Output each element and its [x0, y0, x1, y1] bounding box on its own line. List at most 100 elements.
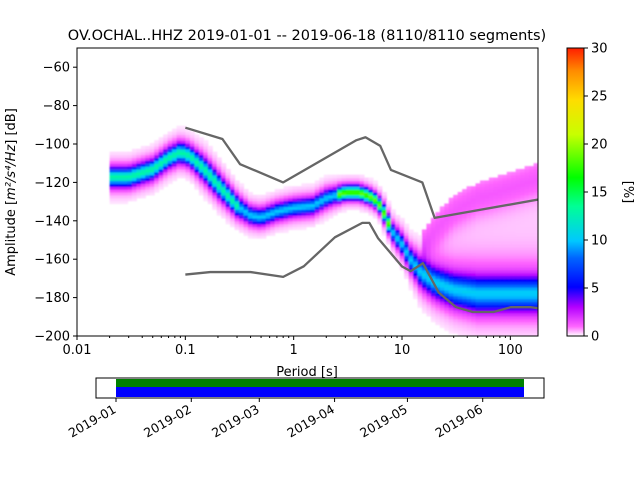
histogram-cell — [261, 217, 267, 222]
histogram-cell — [533, 264, 538, 268]
histogram-cell — [497, 272, 503, 277]
histogram-cell — [435, 223, 441, 228]
histogram-cell — [172, 143, 178, 147]
histogram-cell — [176, 171, 182, 176]
histogram-cell — [533, 315, 538, 320]
histogram-cell — [533, 324, 538, 328]
histogram-cell — [408, 255, 414, 259]
histogram-cell — [189, 140, 195, 144]
histogram-cell — [390, 246, 396, 251]
histogram-cell — [511, 278, 517, 282]
histogram-cell — [158, 151, 164, 156]
histogram-cell — [444, 266, 450, 271]
histogram-cell — [448, 321, 454, 326]
histogram-cell — [466, 232, 472, 236]
histogram-cell — [502, 284, 508, 288]
histogram-cell — [239, 229, 245, 233]
histogram-cell — [502, 269, 508, 274]
histogram-cell — [533, 163, 538, 167]
histogram-cell — [140, 160, 146, 164]
histogram-cell — [466, 301, 472, 305]
histogram-cell — [413, 264, 419, 268]
histogram-cell — [457, 252, 463, 256]
histogram-cell — [430, 318, 436, 323]
histogram-cell — [408, 232, 414, 236]
histogram-cell — [484, 217, 490, 222]
histogram-cell — [426, 281, 432, 285]
histogram-cell — [256, 223, 262, 228]
histogram-cell — [350, 197, 356, 202]
histogram-cell — [207, 154, 213, 159]
histogram-cell — [471, 287, 477, 291]
histogram-cell — [417, 246, 423, 251]
histogram-cell — [484, 298, 490, 303]
histogram-cell — [457, 197, 463, 202]
histogram-cell — [301, 194, 307, 199]
histogram-cell — [149, 171, 155, 176]
histogram-cell — [163, 163, 169, 167]
histogram-cell — [145, 168, 151, 173]
histogram-cell — [341, 180, 347, 184]
histogram-cell — [328, 206, 334, 210]
histogram-cell — [448, 203, 454, 207]
histogram-cell — [475, 212, 481, 216]
histogram-cell — [453, 223, 459, 228]
histogram-cell — [413, 238, 419, 242]
histogram-cell — [502, 183, 508, 187]
histogram-cell — [502, 200, 508, 205]
histogram-cell — [444, 295, 450, 300]
histogram-cell — [408, 238, 414, 242]
histogram-cell — [475, 287, 481, 291]
histogram-cell — [493, 295, 499, 300]
histogram-cell — [475, 324, 481, 328]
histogram-cell — [466, 215, 472, 219]
histogram-cell — [502, 217, 508, 222]
histogram-cell — [435, 269, 441, 274]
histogram-cell — [488, 255, 494, 259]
histogram-cell — [497, 246, 503, 251]
histogram-cell — [145, 151, 151, 156]
histogram-cell — [520, 168, 526, 173]
histogram-cell — [515, 217, 521, 222]
histogram-cell — [506, 189, 512, 193]
histogram-cell — [359, 197, 365, 202]
histogram-cell — [301, 223, 307, 228]
histogram-cell — [462, 226, 468, 231]
histogram-cell — [149, 183, 155, 187]
histogram-cell — [479, 189, 486, 193]
histogram-cell — [181, 148, 187, 153]
histogram-cell — [337, 174, 343, 179]
histogram-cell — [524, 269, 530, 274]
histogram-cell — [310, 212, 316, 216]
histogram-cell — [395, 217, 401, 222]
histogram-cell — [515, 295, 521, 300]
histogram-cell — [158, 160, 164, 164]
histogram-cell — [529, 212, 535, 216]
histogram-cell — [172, 137, 178, 141]
histogram-cell — [395, 252, 401, 256]
histogram-cell — [363, 209, 370, 213]
histogram-cell — [497, 206, 503, 210]
histogram-cell — [515, 180, 521, 184]
histogram-cell — [511, 249, 517, 254]
histogram-cell — [118, 197, 124, 202]
histogram-cell — [471, 197, 477, 202]
histogram-cell — [529, 189, 535, 193]
histogram-cell — [484, 264, 490, 268]
histogram-cell — [212, 174, 218, 179]
histogram-cell — [230, 200, 236, 205]
histogram-cell — [484, 215, 490, 219]
histogram-cell — [502, 180, 508, 184]
histogram-cell — [484, 333, 490, 336]
histogram-cell — [444, 243, 450, 248]
histogram-cell — [305, 192, 312, 196]
histogram-cell — [520, 315, 526, 320]
histogram-cell — [421, 275, 428, 279]
histogram-cell — [479, 186, 486, 190]
histogram-cell — [533, 287, 538, 291]
histogram-cell — [457, 301, 463, 305]
histogram-cell — [408, 278, 414, 282]
histogram-cell — [484, 278, 490, 282]
histogram-cell — [163, 134, 169, 138]
histogram-cell — [140, 166, 146, 170]
